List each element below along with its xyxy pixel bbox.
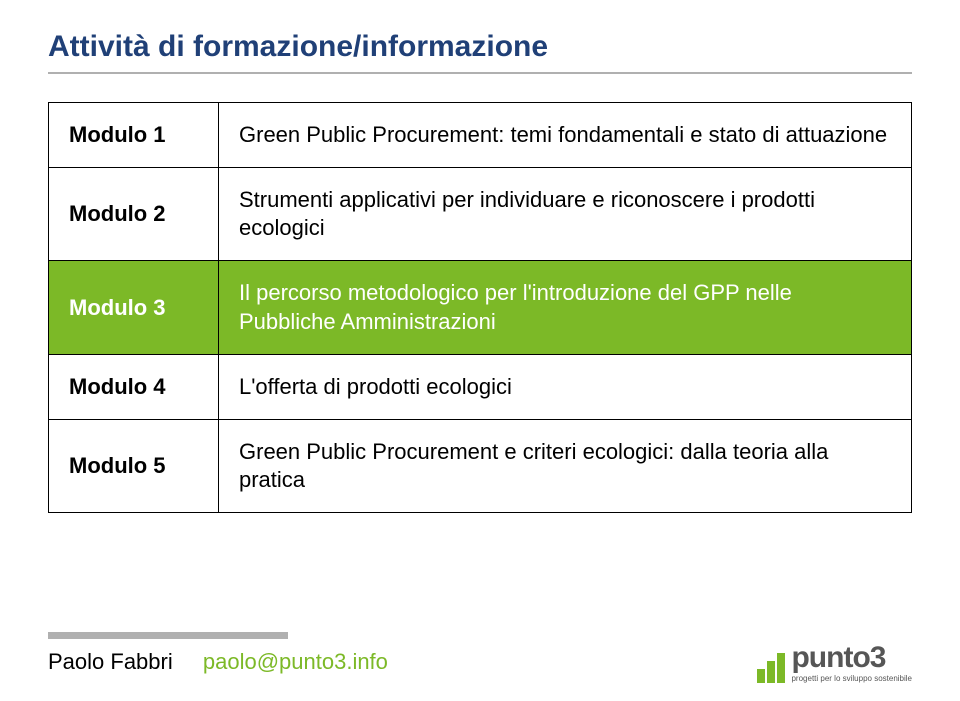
title-rule: [48, 72, 912, 74]
table-row: Modulo 1Green Public Procurement: temi f…: [49, 103, 912, 168]
logo-word: punto: [791, 641, 869, 674]
module-desc: Green Public Procurement e criteri ecolo…: [219, 419, 912, 512]
logo-bar-icon: [777, 653, 785, 683]
logo-mark-icon: [757, 653, 785, 683]
page-title: Attività di formazione/informazione: [48, 30, 912, 64]
module-desc: Green Public Procurement: temi fondament…: [219, 103, 912, 168]
logo-text: punto3 progetti per lo sviluppo sostenib…: [791, 643, 912, 683]
footer-rule: [48, 632, 288, 639]
module-desc: Strumenti applicativi per individuare e …: [219, 168, 912, 261]
logo: punto3 progetti per lo sviluppo sostenib…: [757, 643, 912, 683]
module-label: Modulo 1: [49, 103, 219, 168]
table-row: Modulo 2Strumenti applicativi per indivi…: [49, 168, 912, 261]
module-label: Modulo 5: [49, 419, 219, 512]
module-label: Modulo 2: [49, 168, 219, 261]
module-label: Modulo 4: [49, 354, 219, 419]
table-row: Modulo 5Green Public Procurement e crite…: [49, 419, 912, 512]
footer-email: paolo@punto3.info: [203, 649, 388, 674]
module-desc: L'offerta di prodotti ecologici: [219, 354, 912, 419]
modules-table: Modulo 1Green Public Procurement: temi f…: [48, 102, 912, 513]
table-row: Modulo 3Il percorso metodologico per l'i…: [49, 261, 912, 354]
logo-main: punto3: [791, 643, 912, 673]
logo-tagline: progetti per lo sviluppo sostenibile: [791, 675, 912, 683]
table-row: Modulo 4L'offerta di prodotti ecologici: [49, 354, 912, 419]
module-label: Modulo 3: [49, 261, 219, 354]
logo-num: 3: [870, 641, 886, 674]
logo-bar-icon: [757, 669, 765, 683]
footer-author: Paolo Fabbri: [48, 649, 173, 674]
slide: Attività di formazione/informazione Modu…: [0, 0, 960, 701]
logo-bar-icon: [767, 661, 775, 683]
module-desc: Il percorso metodologico per l'introduzi…: [219, 261, 912, 354]
